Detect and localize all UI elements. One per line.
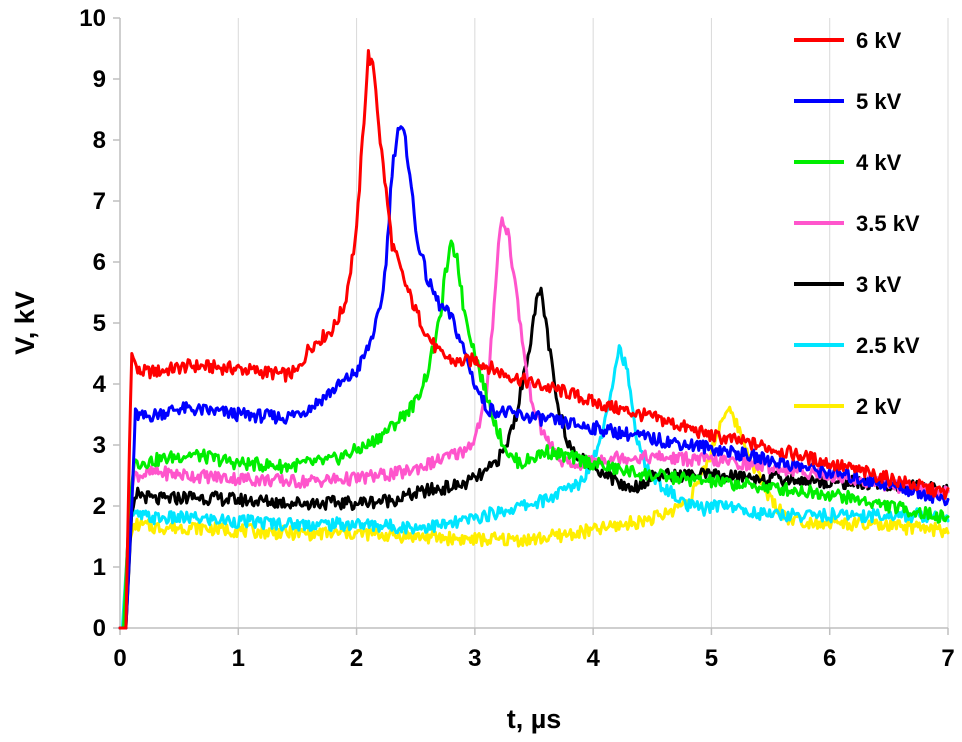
x-tick-label: 1 — [232, 645, 245, 672]
y-tick-label: 10 — [79, 5, 106, 32]
series-line-5-kV — [118, 125, 950, 630]
series-line-4-kV — [118, 239, 950, 630]
series-line-3_5-kV — [118, 216, 950, 630]
y-tick-label: 9 — [93, 66, 106, 93]
series-line-3-kV — [118, 286, 950, 630]
series-line-2-kV — [118, 405, 950, 630]
y-tick-label: 8 — [93, 127, 106, 154]
legend-label: 5 kV — [856, 89, 902, 114]
series-line-6-kV — [118, 49, 950, 630]
y-axis-label: V, kV — [10, 291, 40, 355]
y-tick-label: 0 — [93, 615, 106, 642]
legend-label: 3.5 kV — [856, 211, 920, 236]
y-tick-label: 1 — [93, 554, 106, 581]
legend-label: 4 kV — [856, 150, 902, 175]
legend-label: 2.5 kV — [856, 333, 920, 358]
y-tick-label: 6 — [93, 249, 106, 276]
legend-label: 2 kV — [856, 394, 902, 419]
x-tick-label: 5 — [705, 645, 718, 672]
x-tick-label: 6 — [823, 645, 836, 672]
x-tick-label: 3 — [468, 645, 481, 672]
legend-label: 3 kV — [856, 272, 902, 297]
x-tick-label: 4 — [586, 645, 600, 672]
axes: 0 1 2 3 4 5 6 7 8 9 10 0 1 2 3 4 5 6 7 — [79, 5, 954, 672]
x-tick-label: 7 — [941, 645, 954, 672]
y-tick-label: 3 — [93, 432, 106, 459]
x-tick-label: 2 — [350, 645, 363, 672]
series-lines — [118, 49, 950, 630]
y-tick-label: 4 — [93, 371, 107, 398]
y-tick-label: 5 — [93, 310, 106, 337]
legend: 6 kV 5 kV 4 kV 3.5 kV 3 kV 2.5 kV 2 kV — [794, 28, 920, 419]
series-line-2_5-kV — [118, 344, 950, 630]
grid — [237, 18, 949, 628]
x-axis-label: t, µs — [507, 704, 562, 734]
x-tick-label: 0 — [113, 645, 126, 672]
y-tick-label: 2 — [93, 493, 106, 520]
y-tick-label: 7 — [93, 188, 106, 215]
legend-label: 6 kV — [856, 28, 902, 53]
